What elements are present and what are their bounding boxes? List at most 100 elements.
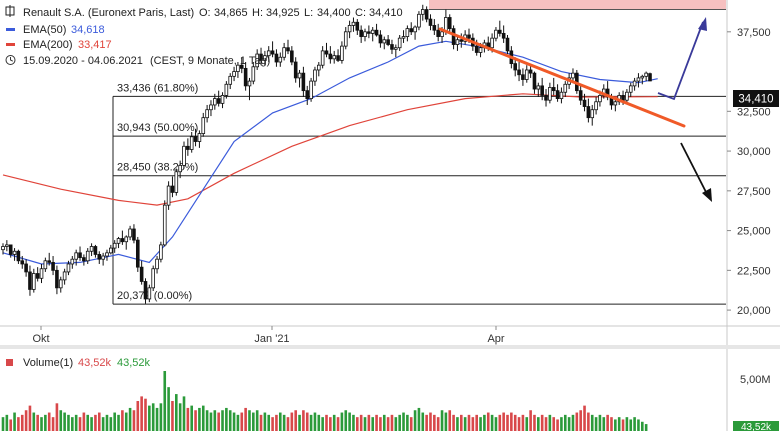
- y-tick-label: 25,000: [737, 226, 771, 238]
- volume-bar: [386, 417, 390, 431]
- candle-body: [363, 31, 367, 37]
- candle-body: [382, 39, 387, 44]
- volume-bar: [433, 414, 436, 431]
- candle-body: [401, 36, 406, 39]
- candle-body: [524, 69, 529, 80]
- volume-bar: [479, 417, 482, 431]
- candle-body: [166, 185, 171, 206]
- candle-body: [413, 26, 417, 33]
- volume-bar: [40, 417, 43, 431]
- volume-bar: [540, 414, 544, 431]
- candle-body: [5, 244, 9, 247]
- candle-body: [551, 87, 556, 92]
- clock-icon: [5, 55, 16, 65]
- candle-body: [139, 266, 144, 282]
- candle-body: [201, 117, 206, 134]
- candle-body: [101, 255, 105, 260]
- volume-value-green: 43,52k: [117, 357, 151, 369]
- volume-bar: [552, 417, 556, 431]
- ema50-legend-label: EMA(50): [23, 24, 66, 36]
- candle-body: [224, 83, 229, 96]
- volume-bar: [198, 407, 201, 431]
- candle-body: [143, 281, 148, 300]
- volume-bar: [440, 410, 444, 431]
- candle-body: [301, 72, 306, 92]
- candle-body: [351, 21, 356, 26]
- candle-body: [62, 271, 67, 281]
- volume-bar: [513, 414, 517, 431]
- volume-bar: [521, 414, 525, 431]
- panel-separator[interactable]: [0, 345, 780, 349]
- volume-bar: [267, 414, 271, 431]
- fib-level-label: 20,379 (0.00%): [117, 290, 192, 302]
- volume-bar: [151, 403, 155, 431]
- candle-body: [174, 171, 179, 193]
- candle-body: [286, 47, 290, 52]
- volume-bar: [567, 417, 571, 431]
- volume-bar: [290, 412, 294, 431]
- candle-body: [367, 31, 371, 34]
- candle-body: [43, 260, 48, 270]
- candle-body: [428, 18, 433, 26]
- volume-bar: [144, 398, 147, 431]
- volume-bar: [402, 412, 405, 431]
- candle-body: [378, 34, 383, 44]
- volume-bar: [94, 414, 97, 431]
- candle-body: [467, 34, 471, 39]
- candle-body: [251, 66, 256, 82]
- high-value: 34,925: [266, 7, 300, 19]
- candle-body: [24, 263, 28, 273]
- volume-bar: [579, 410, 582, 431]
- volume-bar: [452, 414, 455, 431]
- candle-body: [451, 28, 456, 45]
- candle-body: [213, 98, 217, 106]
- volume-bar: [379, 417, 382, 431]
- candle-body: [394, 47, 398, 50]
- candle-body: [555, 90, 560, 99]
- volume-bar: [529, 410, 532, 431]
- candle-body: [621, 95, 625, 101]
- volume-bar: [317, 414, 321, 431]
- candle-body: [505, 37, 510, 52]
- volume-bar: [71, 417, 74, 431]
- volume-bar: [629, 419, 633, 431]
- candle-body: [216, 98, 221, 104]
- y-tick-label: 20,000: [737, 305, 771, 317]
- ema200-legend-value: 33,417: [78, 39, 112, 51]
- volume-bar: [171, 401, 174, 431]
- candle-body: [571, 72, 575, 79]
- candle-body: [47, 260, 52, 263]
- volume-bar: [36, 414, 39, 431]
- volume-bar: [217, 412, 220, 431]
- volume-bar: [367, 414, 371, 431]
- volume-bar: [382, 414, 386, 431]
- candle-body: [82, 257, 86, 262]
- candle-body: [578, 90, 583, 101]
- candle-body: [590, 109, 595, 119]
- volume-bar: [136, 401, 140, 431]
- candle-body: [405, 28, 410, 37]
- candle-body: [147, 287, 152, 300]
- candle-body: [316, 64, 321, 71]
- volume-bar: [398, 414, 401, 431]
- candle-body: [420, 9, 425, 15]
- y-tick-label: 32,500: [737, 106, 771, 118]
- volume-bar: [621, 419, 625, 431]
- candle-body: [440, 31, 444, 37]
- candle-body: [521, 74, 525, 80]
- volume-bar: [221, 410, 224, 431]
- volume-bar: [375, 414, 378, 431]
- volume-bar: [28, 405, 32, 431]
- volume-bar: [348, 412, 351, 431]
- volume-bar: [244, 407, 247, 431]
- volume-bar: [178, 403, 182, 431]
- candle-body: [20, 260, 25, 265]
- candle-body: [266, 50, 271, 57]
- volume-bar: [201, 405, 205, 431]
- volume-bar: [332, 414, 336, 431]
- fibonacci-levels: 33,436 (61.80%) 30,943 (50.00%) 28,450 (38…: [112, 82, 726, 305]
- candle-body: [32, 273, 36, 290]
- volume-bar: [359, 414, 363, 431]
- volume-bar: [313, 412, 317, 431]
- volume-bar: [309, 414, 313, 431]
